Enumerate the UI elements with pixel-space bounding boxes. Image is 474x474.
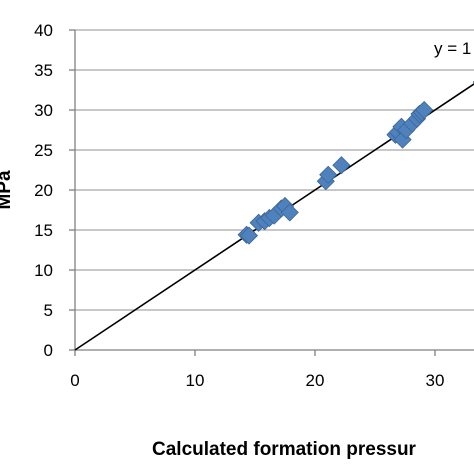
x-tick-label: 20 <box>306 371 325 390</box>
x-tick-label: 10 <box>186 371 205 390</box>
y-tick-label: 35 <box>34 61 53 80</box>
x-tick-label: 30 <box>426 371 445 390</box>
y-tick-label: 25 <box>34 141 53 160</box>
y-tick-label: 5 <box>44 301 53 320</box>
data-points <box>237 80 474 245</box>
data-point <box>239 226 259 245</box>
y-axis-title: MPa <box>0 170 15 210</box>
y-tick-label: 15 <box>34 221 53 240</box>
y-tick-label: 20 <box>34 181 53 200</box>
y-tick-label: 40 <box>34 21 53 40</box>
x-tick-label: 0 <box>70 371 79 390</box>
data-point <box>332 156 351 175</box>
gridlines <box>75 29 474 311</box>
y-tick-label: 0 <box>44 341 53 360</box>
data-point <box>280 203 299 222</box>
data-point <box>319 165 338 184</box>
x-axis-title: Calculated formation pressur <box>152 439 417 460</box>
y-tick-label: 10 <box>34 261 53 280</box>
y-tick-label: 30 <box>34 101 53 120</box>
data-point <box>415 100 434 120</box>
trendline-equation-label: y = 1 <box>434 39 471 58</box>
tick-labels: 0 5 10 15 20 25 30 35 40 0 10 20 30 <box>34 21 444 390</box>
trendline-group: y = 1 <box>74 39 474 351</box>
